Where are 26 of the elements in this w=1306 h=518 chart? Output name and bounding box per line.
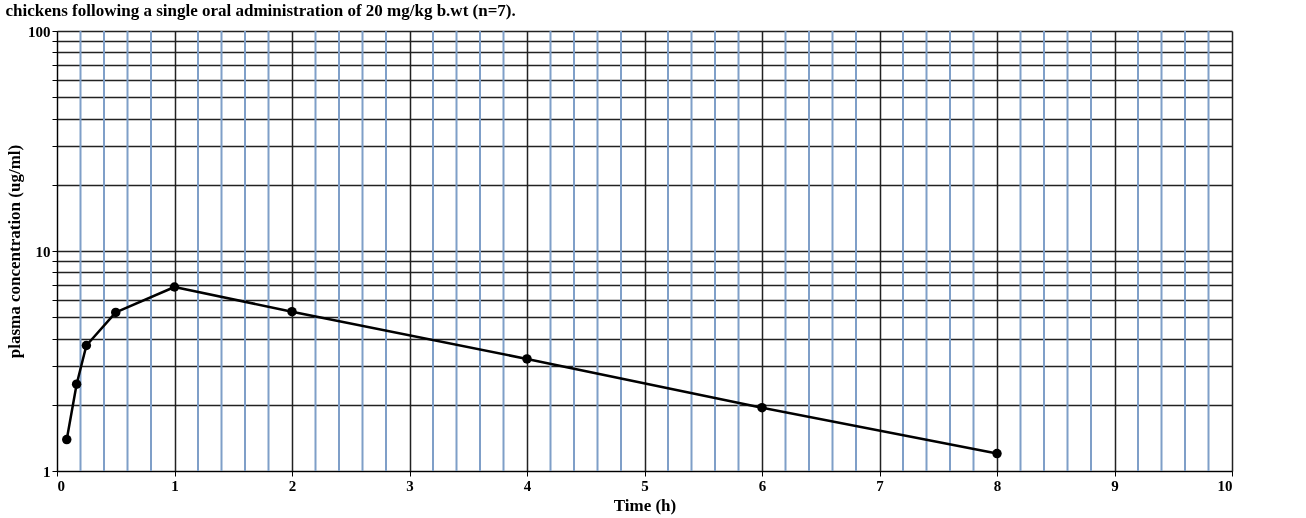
y-tick-label: 100 bbox=[28, 23, 51, 40]
point bbox=[81, 340, 92, 351]
point bbox=[169, 282, 180, 292]
x-tick-label: 10 bbox=[1217, 477, 1233, 494]
x-tick-label: 6 bbox=[758, 477, 767, 494]
x-tick-label: 4 bbox=[523, 477, 532, 494]
chart-title: chickens following a single oral administration of 20 mg/kg b.wt (n=7). bbox=[5, 1, 516, 20]
point bbox=[522, 354, 532, 364]
point bbox=[287, 306, 297, 317]
y-tick-label: 1 bbox=[43, 463, 51, 480]
x-tick-label: 7 bbox=[876, 477, 885, 494]
y-axis-title: plasma concentration (ug/ml) bbox=[5, 144, 24, 359]
point bbox=[71, 379, 82, 389]
y-tick-label: 10 bbox=[35, 243, 51, 260]
x-tick-label: 3 bbox=[406, 477, 414, 494]
point bbox=[111, 307, 121, 318]
x-tick-label: 9 bbox=[1111, 477, 1119, 494]
x-tick-label: 5 bbox=[641, 477, 649, 494]
point bbox=[62, 434, 72, 445]
x-axis-title: Time (h) bbox=[613, 495, 677, 515]
x-tick-label: 1 bbox=[171, 477, 179, 494]
x-tick-label: 2 bbox=[288, 477, 297, 494]
x-tick-label: 0 bbox=[57, 477, 65, 494]
x-tick-label: 8 bbox=[993, 477, 1002, 494]
point bbox=[757, 402, 767, 413]
point bbox=[992, 448, 1002, 459]
